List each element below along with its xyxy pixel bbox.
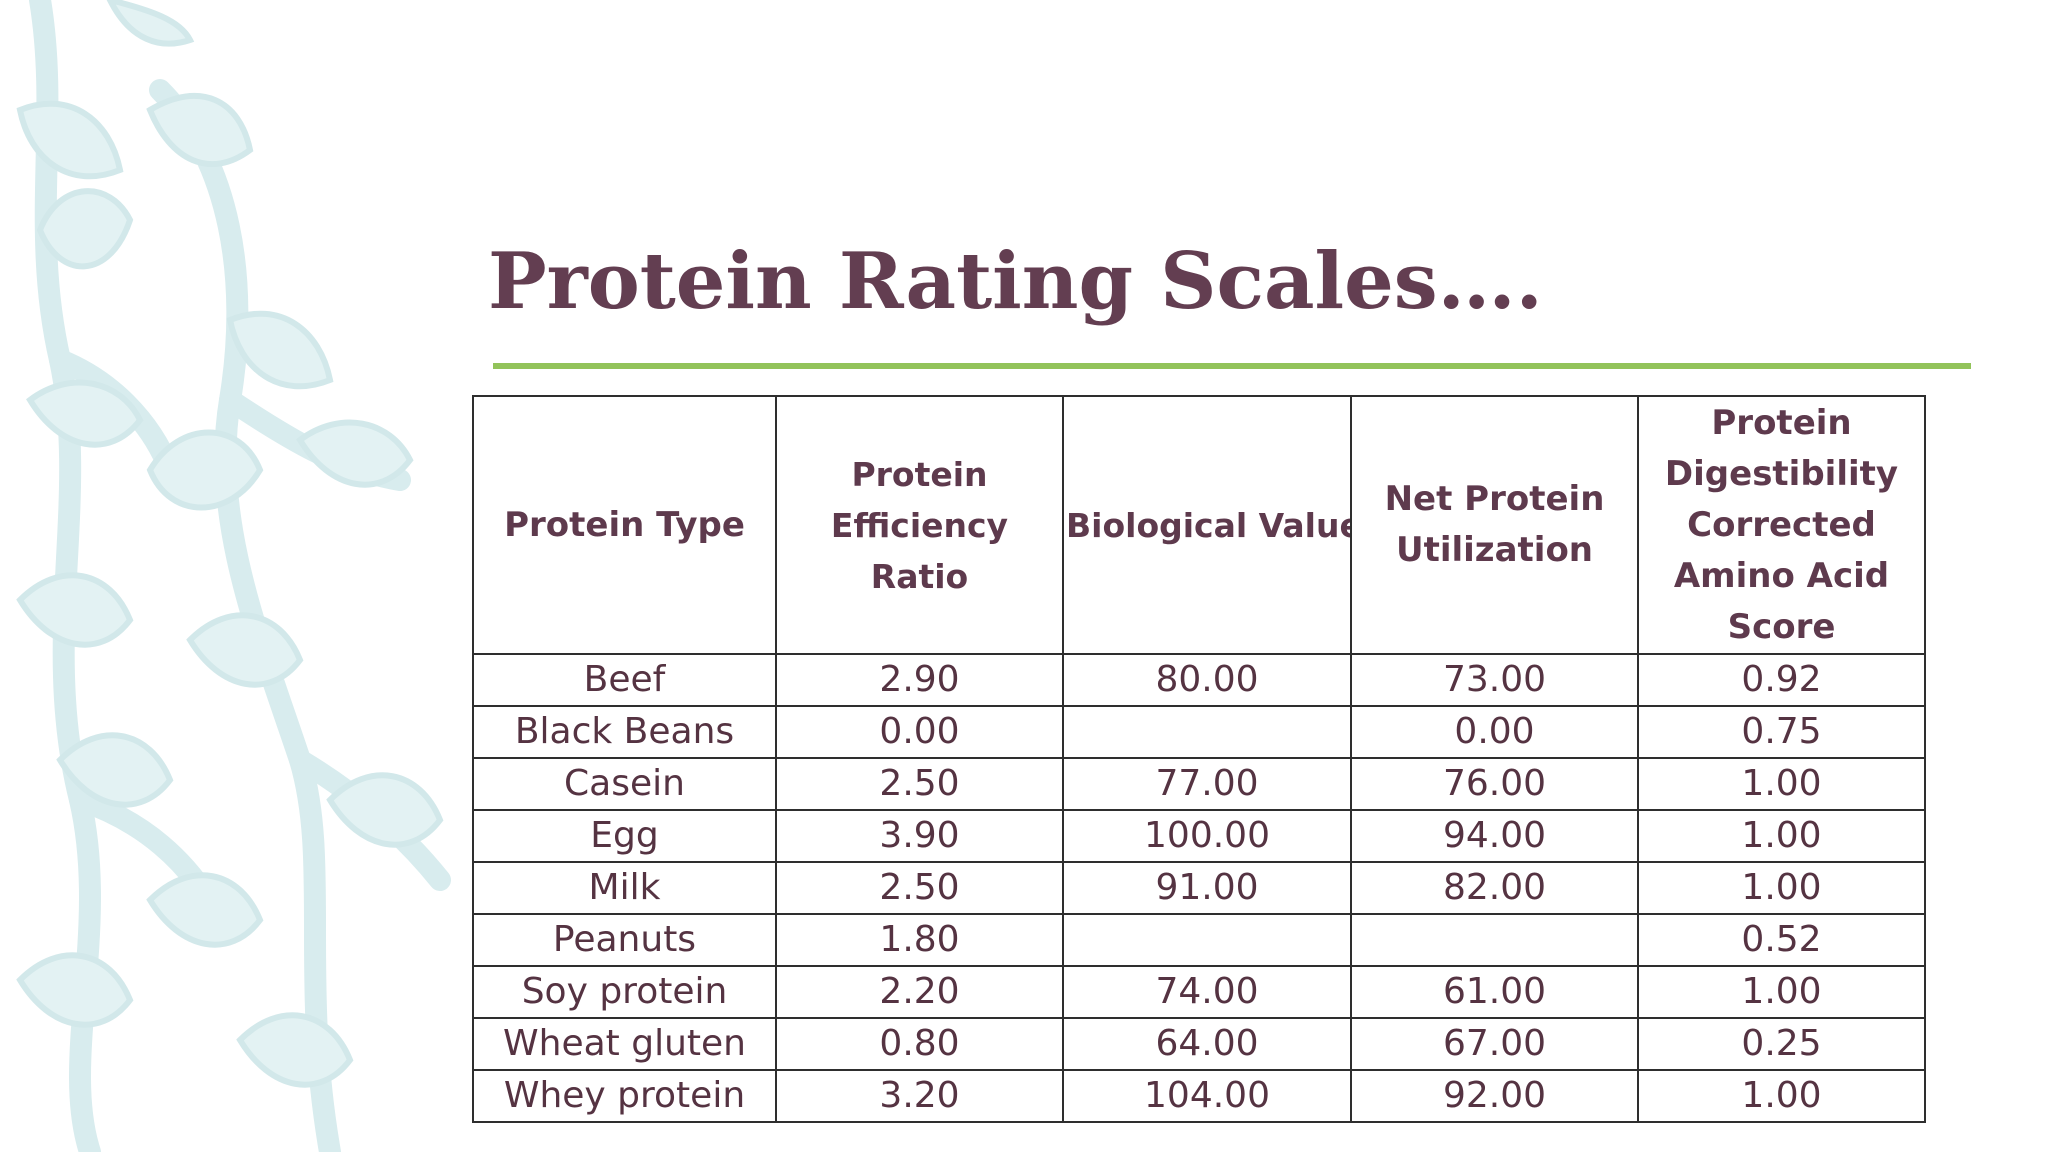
- cell-net-protein-utilization: 0.00: [1350, 705, 1639, 759]
- cell-protein-type: Egg: [472, 809, 777, 863]
- cell-pdcaas: 0.75: [1637, 705, 1926, 759]
- cell-pdcaas: 0.25: [1637, 1017, 1926, 1071]
- cell-pdcaas: 0.52: [1637, 913, 1926, 967]
- cell-protein-type: Milk: [472, 861, 777, 915]
- cell-protein-efficiency-ratio: 1.80: [775, 913, 1064, 967]
- cell-net-protein-utilization: 92.00: [1350, 1069, 1639, 1123]
- cell-biological-value: 91.00: [1062, 861, 1352, 915]
- cell-net-protein-utilization: 82.00: [1350, 861, 1639, 915]
- cell-pdcaas: 1.00: [1637, 861, 1926, 915]
- cell-protein-type: Soy protein: [472, 965, 777, 1019]
- column-header-protein-efficiency-ratio: Protein Efficiency Ratio: [775, 395, 1064, 655]
- cell-protein-efficiency-ratio: 2.50: [775, 861, 1064, 915]
- cell-protein-type: Casein: [472, 757, 777, 811]
- cell-pdcaas: 0.92: [1637, 653, 1926, 707]
- cell-net-protein-utilization: 61.00: [1350, 965, 1639, 1019]
- protein-rating-table: Protein Type Protein Efficiency Ratio Bi…: [472, 395, 1926, 1123]
- cell-protein-efficiency-ratio: 2.20: [775, 965, 1064, 1019]
- cell-protein-type: Beef: [472, 653, 777, 707]
- cell-net-protein-utilization: 67.00: [1350, 1017, 1639, 1071]
- table-row: Peanuts 1.80 0.52: [472, 913, 1926, 967]
- cell-biological-value: [1062, 913, 1352, 967]
- table-row: Whey protein 3.20 104.00 92.00 1.00: [472, 1069, 1926, 1123]
- cell-biological-value: 74.00: [1062, 965, 1352, 1019]
- cell-pdcaas: 1.00: [1637, 965, 1926, 1019]
- leaf-vine-decoration: [16, 0, 451, 1152]
- cell-pdcaas: 1.00: [1637, 809, 1926, 863]
- cell-biological-value: 104.00: [1062, 1069, 1352, 1123]
- cell-net-protein-utilization: 76.00: [1350, 757, 1639, 811]
- cell-protein-efficiency-ratio: 2.50: [775, 757, 1064, 811]
- table-row: Egg 3.90 100.00 94.00 1.00: [472, 809, 1926, 863]
- cell-biological-value: [1062, 705, 1352, 759]
- cell-biological-value: 80.00: [1062, 653, 1352, 707]
- table-row: Black Beans 0.00 0.00 0.75: [472, 705, 1926, 759]
- cell-net-protein-utilization: 73.00: [1350, 653, 1639, 707]
- cell-protein-efficiency-ratio: 2.90: [775, 653, 1064, 707]
- cell-protein-type: Black Beans: [472, 705, 777, 759]
- cell-protein-efficiency-ratio: 3.20: [775, 1069, 1064, 1123]
- cell-protein-type: Peanuts: [472, 913, 777, 967]
- cell-protein-efficiency-ratio: 0.80: [775, 1017, 1064, 1071]
- table-row: Wheat gluten 0.80 64.00 67.00 0.25: [472, 1017, 1926, 1071]
- table-row: Milk 2.50 91.00 82.00 1.00: [472, 861, 1926, 915]
- cell-protein-efficiency-ratio: 0.00: [775, 705, 1064, 759]
- column-header-net-protein-utilization: Net Protein Utilization: [1350, 395, 1639, 655]
- title-underline: [493, 363, 1971, 369]
- cell-protein-type: Whey protein: [472, 1069, 777, 1123]
- cell-biological-value: 64.00: [1062, 1017, 1352, 1071]
- table-row: Beef 2.90 80.00 73.00 0.92: [472, 653, 1926, 707]
- table-row: Casein 2.50 77.00 76.00 1.00: [472, 757, 1926, 811]
- column-header-biological-value: Biological Value: [1062, 395, 1352, 655]
- table-row: Soy protein 2.20 74.00 61.00 1.00: [472, 965, 1926, 1019]
- cell-net-protein-utilization: [1350, 913, 1639, 967]
- column-header-pdcaas: Protein Digestibility Corrected Amino Ac…: [1637, 395, 1926, 655]
- column-header-protein-type: Protein Type: [472, 395, 777, 655]
- cell-protein-type: Wheat gluten: [472, 1017, 777, 1071]
- cell-net-protein-utilization: 94.00: [1350, 809, 1639, 863]
- cell-pdcaas: 1.00: [1637, 1069, 1926, 1123]
- slide-title: Protein Rating Scales….: [488, 236, 1543, 327]
- cell-biological-value: 77.00: [1062, 757, 1352, 811]
- cell-biological-value: 100.00: [1062, 809, 1352, 863]
- cell-pdcaas: 1.00: [1637, 757, 1926, 811]
- table-header-row: Protein Type Protein Efficiency Ratio Bi…: [472, 395, 1926, 655]
- cell-protein-efficiency-ratio: 3.90: [775, 809, 1064, 863]
